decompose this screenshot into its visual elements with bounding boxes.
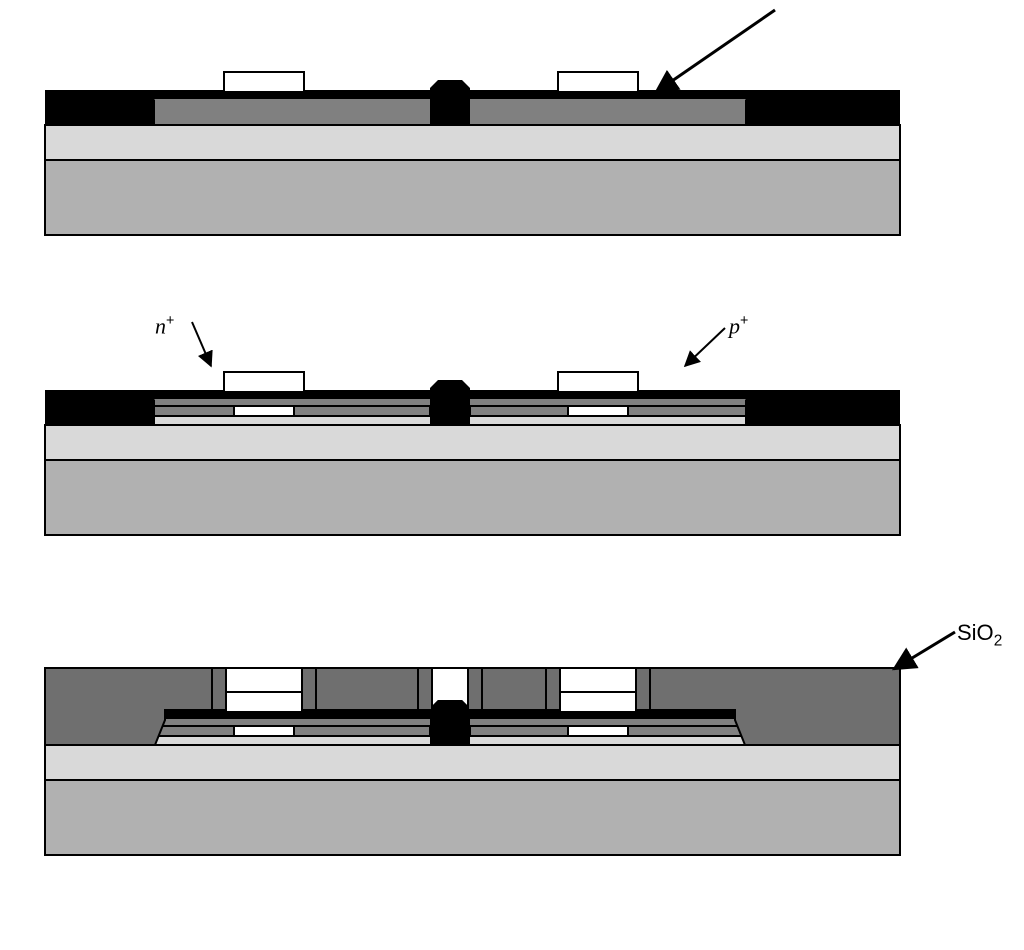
annotation-label: p+ bbox=[729, 313, 748, 339]
annotation-label: SiO2 bbox=[957, 620, 1002, 650]
annotation-label: n+ bbox=[155, 313, 174, 339]
